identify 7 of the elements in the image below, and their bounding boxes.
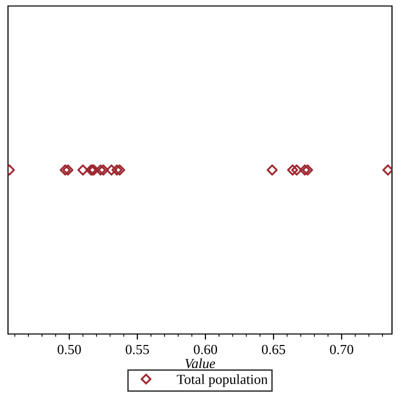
x-tick-label: 0.50	[58, 344, 81, 354]
x-tick-label: 0.70	[330, 344, 354, 354]
legend-label: Total population	[176, 374, 268, 387]
x-tick-label: 0.60	[194, 344, 218, 354]
x-tick-label: 0.65	[262, 344, 286, 354]
x-axis-title: Value	[185, 358, 216, 368]
x-tick-label: 0.55	[126, 344, 149, 354]
